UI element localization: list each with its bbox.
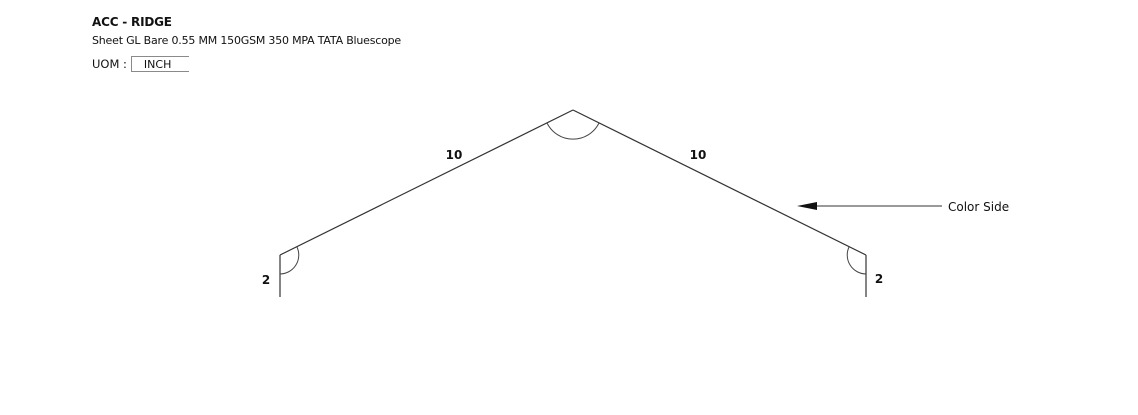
left-slope-length: 10 [446,148,463,162]
color-side-label: Color Side [948,200,1009,214]
right-hem-length: 2 [875,272,883,286]
uom-label: UOM : [92,57,127,71]
apex-angle-arc [546,122,600,140]
part-title: ACC - RIDGE [92,15,172,29]
left-slope-line [279,109,574,256]
right-slope-length: 10 [690,148,707,162]
header: ACC - RIDGE Sheet GL Bare 0.55 MM 150GSM… [92,15,401,72]
color-side-arrowhead [797,202,817,210]
uom-select[interactable]: INCH [130,56,189,72]
left-hem-length: 2 [262,273,270,287]
material-description: Sheet GL Bare 0.55 MM 150GSM 350 MPA TAT… [92,34,401,47]
right-corner-angle-arc [846,246,867,275]
left-corner-angle-arc [279,246,300,275]
uom-row: UOM : INCH [92,56,401,72]
right-slope-line [572,109,867,256]
